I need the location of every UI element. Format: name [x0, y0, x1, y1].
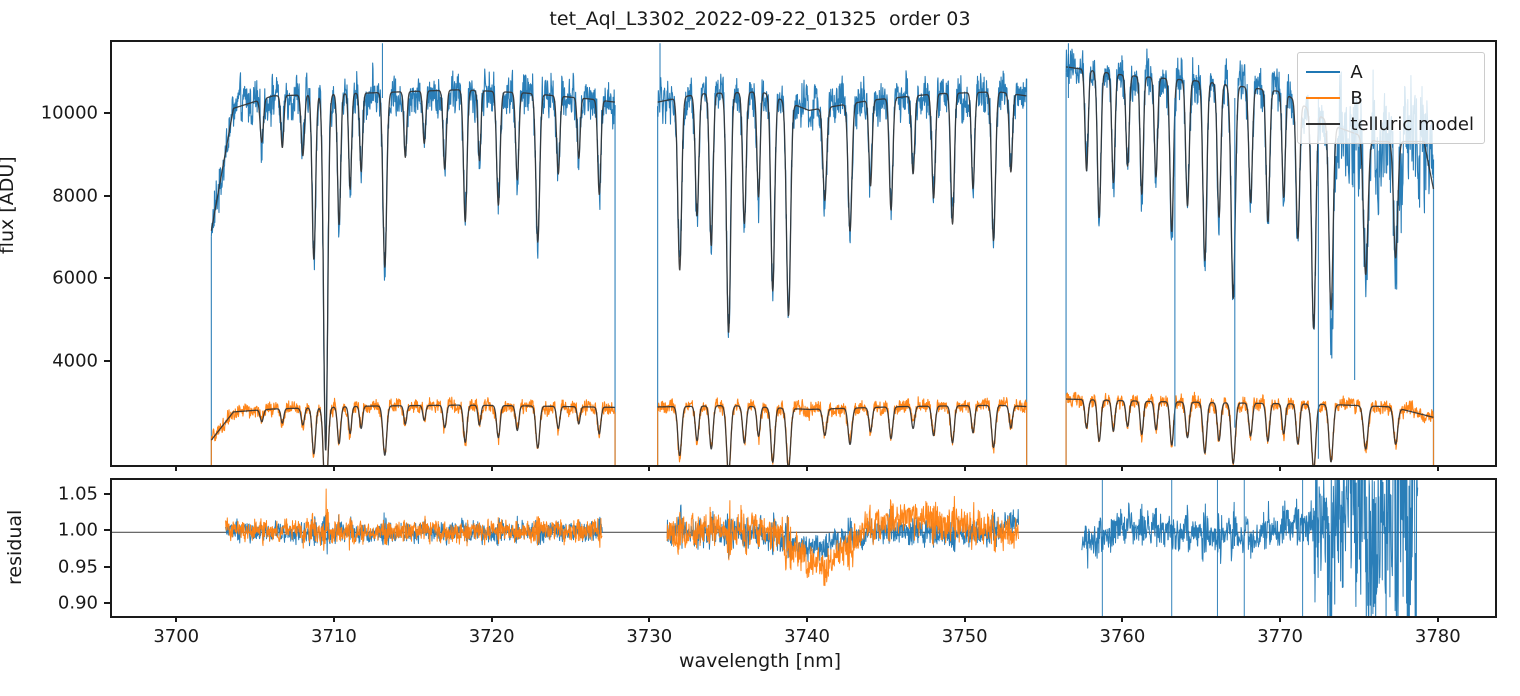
- legend-label-telluric-model: telluric model: [1350, 113, 1474, 135]
- y-tick-label: 10000: [40, 102, 98, 124]
- y-tick-label: 8000: [52, 185, 98, 206]
- x-tick-mark: [1436, 616, 1439, 622]
- y-tick-mark: [104, 602, 110, 605]
- residual-plot-canvas: [112, 480, 1495, 616]
- y-tick-mark: [104, 111, 110, 114]
- y-tick-label: 6000: [52, 267, 98, 289]
- y-tick-label: 0.95: [57, 556, 98, 578]
- x-tick-label: 3780: [1414, 626, 1461, 647]
- legend-entry-b: B: [1306, 85, 1474, 111]
- x-tick-mark: [806, 616, 809, 622]
- x-tick-mark: [490, 616, 493, 622]
- x-tick-label: 3730: [626, 626, 673, 647]
- flux-plot-canvas: [210, 43, 1435, 465]
- legend-swatch-b: [1306, 97, 1341, 99]
- y-tick-mark: [104, 493, 110, 495]
- y-tick-mark: [104, 360, 110, 363]
- residual-y-axis-label: residual: [4, 509, 26, 585]
- x-tick-mark: [175, 616, 178, 622]
- x-tick-mark: [1279, 465, 1282, 471]
- x-tick-label: 3700: [153, 626, 200, 647]
- y-tick-label: 4000: [52, 350, 98, 372]
- x-tick-mark: [490, 465, 493, 471]
- residual-panel: [110, 478, 1497, 618]
- x-tick-mark: [1121, 465, 1124, 471]
- x-tick-mark: [332, 465, 335, 471]
- x-tick-mark: [1121, 616, 1124, 622]
- legend-entry-a: A: [1306, 59, 1474, 85]
- x-tick-mark: [1436, 465, 1439, 471]
- legend-entry-telluric-model: telluric model: [1306, 111, 1474, 137]
- legend: A B telluric model: [1297, 52, 1485, 144]
- x-tick-mark: [963, 465, 966, 471]
- x-tick-label: 3720: [468, 626, 515, 647]
- legend-label-a: A: [1350, 61, 1363, 83]
- x-tick-mark: [1279, 616, 1282, 622]
- x-tick-mark: [332, 616, 335, 622]
- x-tick-label: 3740: [784, 626, 830, 647]
- y-tick-label: 1.05: [57, 483, 98, 505]
- x-axis-label: wavelength [nm]: [678, 650, 842, 672]
- flux-panel: A B telluric model: [110, 40, 1497, 467]
- legend-swatch-a: [1306, 71, 1341, 73]
- flux-y-axis-label: flux [ADU]: [0, 156, 18, 254]
- y-tick-label: 0.90: [57, 592, 98, 614]
- x-tick-mark: [806, 465, 809, 471]
- x-tick-label: 3770: [1257, 626, 1304, 647]
- y-tick-mark: [104, 277, 110, 280]
- x-tick-mark: [963, 616, 966, 622]
- y-tick-mark: [104, 194, 110, 197]
- x-tick-mark: [175, 465, 178, 471]
- x-tick-mark: [648, 465, 651, 471]
- x-tick-label: 3760: [1099, 626, 1146, 647]
- x-tick-label: 3750: [941, 626, 988, 647]
- x-tick-mark: [648, 616, 651, 622]
- legend-label-b: B: [1350, 87, 1363, 109]
- y-tick-label: 1.00: [57, 519, 98, 541]
- y-tick-mark: [104, 529, 110, 532]
- x-tick-label: 3710: [311, 626, 357, 647]
- page-title: tet_Aql_L3302_2022-09-22_01325 order 03: [549, 8, 971, 30]
- y-tick-mark: [104, 565, 110, 568]
- legend-swatch-telluric-model: [1306, 123, 1341, 125]
